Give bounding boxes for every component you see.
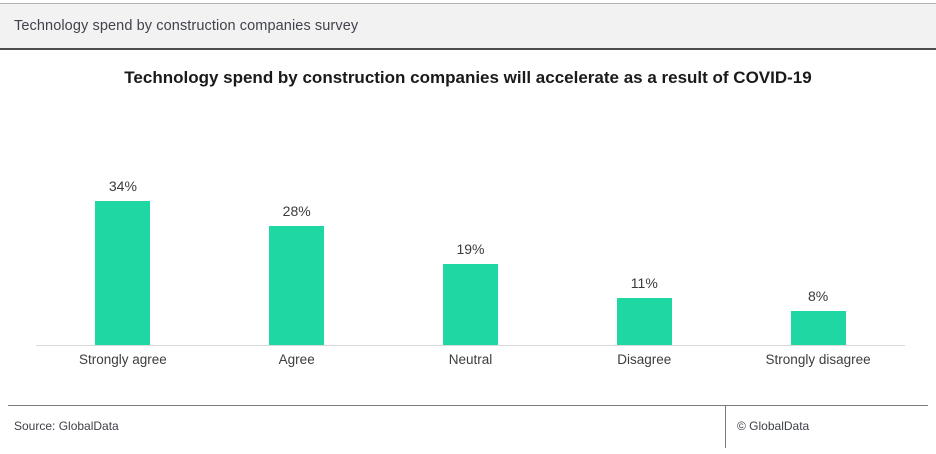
bar-group: 34% (36, 150, 210, 345)
report-header-title: Technology spend by construction compani… (14, 18, 359, 34)
bar (790, 311, 846, 345)
bar-group: 28% (210, 150, 384, 345)
copyright-label: © GlobalData (737, 419, 810, 433)
bar-group: 11% (557, 150, 731, 345)
x-axis-category-label: Agree (278, 352, 315, 367)
bar-value-label: 34% (108, 177, 137, 194)
x-axis-category-label: Disagree (617, 352, 672, 367)
bar-group: 8% (731, 150, 905, 345)
bar-value-label: 8% (807, 288, 829, 304)
bar (269, 226, 325, 345)
x-axis-category-label: Strongly agree (78, 352, 167, 367)
report-header: Technology spend by construction compani… (0, 3, 936, 50)
bar (95, 200, 151, 345)
x-axis-category-label: Strongly disagree (765, 352, 871, 367)
bar (616, 298, 672, 345)
bar-chart-plot-area: 34% 28% 19% 11% 8% (36, 150, 905, 345)
footer-divider-line (8, 405, 928, 406)
x-axis-category-label: Neutral (448, 352, 493, 367)
bar-value-label: 19% (456, 241, 485, 258)
x-axis-category-labels: Strongly agree Agree Neutral Disagree Strong… (36, 352, 905, 367)
x-axis-line (36, 345, 905, 346)
bar (442, 264, 498, 345)
bar-value-label: 11% (630, 275, 658, 292)
footer-vertical-divider (725, 406, 726, 448)
bar-group: 19% (384, 150, 558, 345)
bar-value-label: 28% (282, 203, 311, 219)
chart-title: Technology spend by construction compani… (124, 68, 812, 87)
source-label: Source: GlobalData (14, 419, 119, 433)
